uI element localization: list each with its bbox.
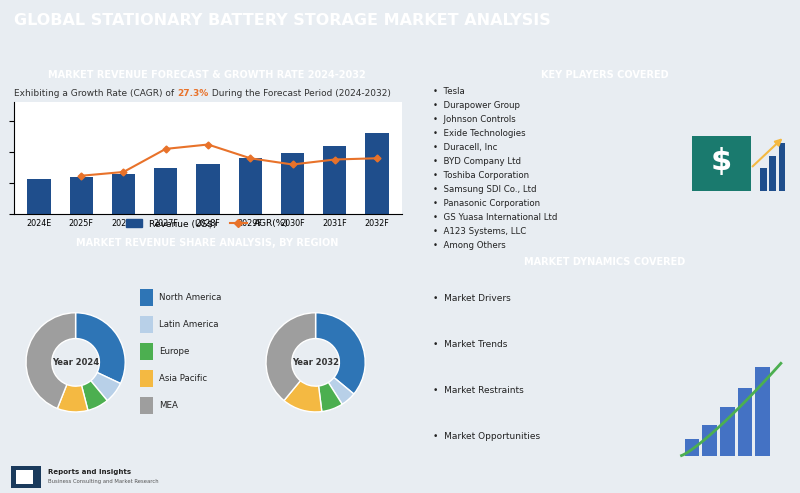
Text: MARKET REVENUE SHARE ANALYSIS, BY REGION: MARKET REVENUE SHARE ANALYSIS, BY REGION [76, 238, 338, 247]
Bar [112, 175, 135, 214]
Text: During the Forecast Period (2024-2032): During the Forecast Period (2024-2032) [209, 89, 390, 98]
Text: North America: North America [159, 293, 222, 302]
Bar [11, 466, 41, 488]
Bar [238, 158, 262, 214]
Bar [140, 343, 153, 360]
Text: KEY PLAYERS COVERED: KEY PLAYERS COVERED [541, 70, 669, 80]
Wedge shape [284, 381, 322, 412]
Wedge shape [58, 385, 88, 412]
Wedge shape [90, 373, 121, 401]
Text: GLOBAL STATIONARY BATTERY STORAGE MARKET ANALYSIS: GLOBAL STATIONARY BATTERY STORAGE MARKET… [14, 13, 551, 28]
Bar [281, 153, 304, 214]
Bar [140, 289, 153, 306]
Wedge shape [266, 313, 316, 401]
Bar [70, 177, 93, 214]
Text: •  Market Trends: • Market Trends [433, 340, 507, 350]
Text: •  Market Drivers: • Market Drivers [433, 294, 510, 303]
Bar [692, 137, 750, 191]
Bar [760, 169, 766, 191]
Text: $: $ [710, 147, 732, 176]
Text: Year 2032: Year 2032 [292, 358, 339, 367]
Text: •  GS Yuasa International Ltd: • GS Yuasa International Ltd [433, 213, 557, 222]
Wedge shape [315, 313, 365, 394]
Bar [366, 133, 389, 214]
Bar [154, 168, 178, 214]
Text: •  Tesla: • Tesla [433, 87, 464, 97]
Bar [140, 397, 153, 414]
Wedge shape [75, 313, 125, 384]
Text: •  Market Opportunities: • Market Opportunities [433, 432, 540, 441]
Text: MARKET DYNAMICS COVERED: MARKET DYNAMICS COVERED [524, 257, 686, 267]
Text: •  Toshiba Corporation: • Toshiba Corporation [433, 172, 529, 180]
Text: •  A123 Systems, LLC: • A123 Systems, LLC [433, 227, 526, 236]
Bar [323, 146, 346, 214]
Text: •  Panasonic Corporation: • Panasonic Corporation [433, 199, 540, 209]
Wedge shape [328, 378, 354, 404]
Text: Asia Pacific: Asia Pacific [159, 374, 207, 383]
Text: MARKET REVENUE FORECAST & GROWTH RATE 2024-2032: MARKET REVENUE FORECAST & GROWTH RATE 20… [48, 70, 366, 80]
Wedge shape [82, 381, 107, 410]
Bar [779, 143, 786, 191]
Text: •  BYD Company Ltd: • BYD Company Ltd [433, 157, 521, 166]
Text: 27.3%: 27.3% [178, 89, 209, 98]
Text: Europe: Europe [159, 347, 190, 356]
Text: Latin America: Latin America [159, 320, 219, 329]
Bar [16, 470, 33, 484]
Text: •  Samsung SDI Co., Ltd: • Samsung SDI Co., Ltd [433, 185, 536, 194]
Text: •  Durapower Group: • Durapower Group [433, 102, 519, 110]
Text: MEA: MEA [159, 401, 178, 410]
Text: •  Among Others: • Among Others [433, 241, 506, 250]
Bar [140, 316, 153, 333]
Text: Reports and Insights: Reports and Insights [48, 469, 131, 475]
Wedge shape [26, 313, 76, 409]
Text: Year 2024: Year 2024 [52, 358, 99, 367]
Text: •  Duracell, Inc: • Duracell, Inc [433, 143, 497, 152]
Legend: Revenue (US$), AGR(%): Revenue (US$), AGR(%) [122, 215, 292, 232]
Bar [196, 165, 220, 214]
Text: Business Consulting and Market Research: Business Consulting and Market Research [48, 479, 158, 484]
Text: •  Johnson Controls: • Johnson Controls [433, 115, 515, 124]
Wedge shape [318, 383, 342, 412]
Text: Exhibiting a Growth Rate (CAGR) of: Exhibiting a Growth Rate (CAGR) of [14, 89, 178, 98]
Text: •  Market Restraints: • Market Restraints [433, 386, 523, 395]
Text: •  Exide Technologies: • Exide Technologies [433, 129, 526, 139]
Bar [140, 370, 153, 387]
Bar [27, 179, 50, 214]
Bar [770, 156, 776, 191]
